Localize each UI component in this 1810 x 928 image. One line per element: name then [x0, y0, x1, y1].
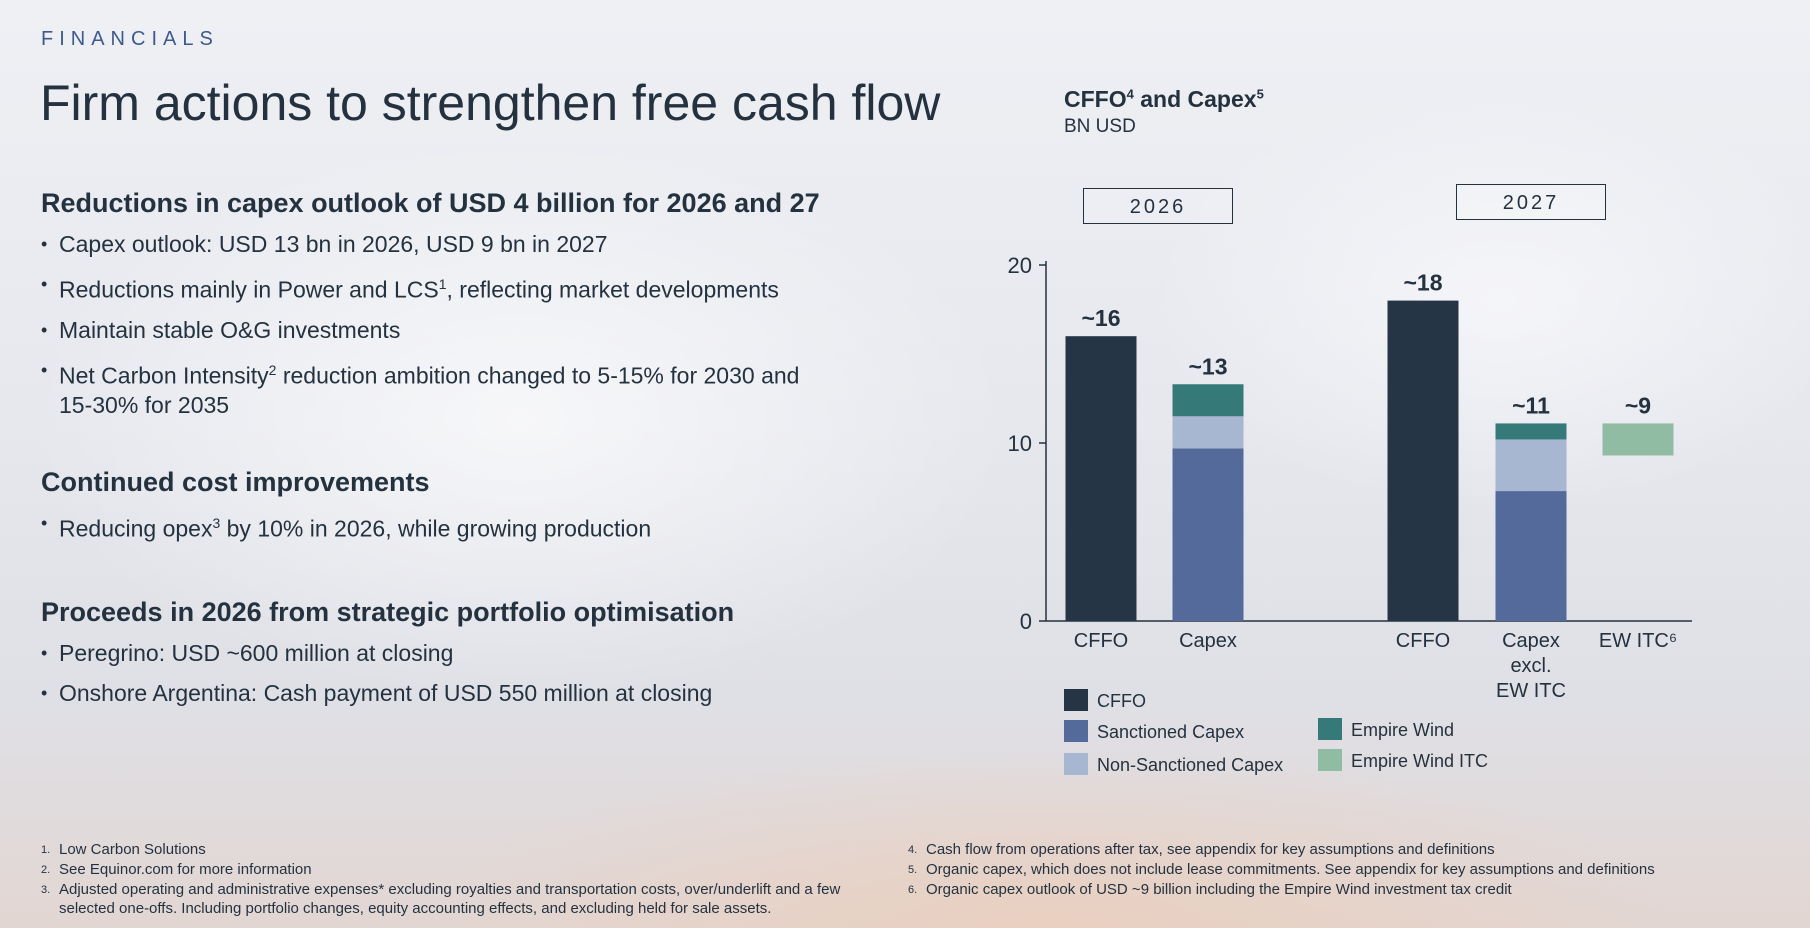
legend-label: Sanctioned Capex [1097, 722, 1245, 742]
bar-segment-sanctioned-capex [1495, 491, 1567, 621]
bullet-item: Onshore Argentina: Cash payment of USD 5… [41, 678, 841, 708]
year-label-2027: 2027 [1456, 184, 1606, 220]
legend-swatch [1318, 718, 1342, 740]
legend-label: Empire Wind [1351, 720, 1455, 740]
data-label: ~11 [1512, 392, 1550, 418]
x-tick-label: EW ITC [1496, 680, 1566, 702]
bar-segment-cffo [1387, 300, 1459, 621]
data-label: ~13 [1188, 353, 1227, 379]
legend-swatch [1064, 720, 1088, 742]
y-tick-label: 10 [1008, 431, 1032, 456]
bar-segment-non-sanctioned-capex [1495, 439, 1567, 492]
bullet-item: Peregrino: USD ~600 million at closing [41, 638, 841, 668]
bar-segment-non-sanctioned-capex [1172, 416, 1244, 449]
y-tick-label: 0 [1020, 609, 1032, 634]
bar-segment-empire-wind [1495, 423, 1567, 440]
capex-outlook-block: Reductions in capex outlook of USD 4 bil… [41, 188, 841, 430]
footnote: 3. Adjusted operating and administrative … [41, 881, 841, 917]
cost-improvements-block: Continued cost improvements Reducing ope… [41, 467, 841, 554]
block-heading: Reductions in capex outlook of USD 4 bil… [41, 188, 820, 218]
bar-segment-cffo [1065, 336, 1137, 621]
footnote: 4. Cash flow from operations after tax, s… [908, 841, 1495, 858]
data-label: ~18 [1403, 270, 1442, 296]
bullet-item: Reducing opex3 by 10% in 2026, while gro… [41, 508, 841, 544]
chart-title: CFFO4 and Capex5 [1064, 86, 1264, 112]
footnote: 6. Organic capex outlook of USD ~9 billio… [908, 881, 1512, 898]
footnotes-left: 1. Low Carbon Solutions 2. See Equinor.com… [41, 840, 851, 919]
data-label: ~16 [1081, 305, 1120, 331]
x-tick-label: Capex [1179, 630, 1237, 652]
legend-swatch [1318, 749, 1342, 771]
bullet-item: Maintain stable O&G investments [41, 315, 841, 345]
page-title: Firm actions to strengthen free cash flo… [40, 75, 941, 131]
legend-swatch [1064, 689, 1088, 711]
legend-label: Non-Sanctioned Capex [1097, 755, 1284, 775]
x-tick-label: Capex [1502, 630, 1560, 652]
chart-axes: 0 10 20 [1008, 253, 1692, 634]
block-heading: Continued cost improvements [41, 467, 430, 497]
data-label: ~9 [1625, 392, 1651, 418]
footnote: 5. Organic capex, which does not include … [908, 861, 1655, 878]
legend-label: CFFO [1097, 691, 1146, 711]
chart-unit: BN USD [1064, 116, 1136, 137]
x-tick-label: EW ITC⁶ [1599, 630, 1677, 652]
chart-bars [1065, 300, 1674, 621]
bar-segment-empire-wind-itc [1602, 423, 1674, 456]
footnotes-right: 4. Cash flow from operations after tax, s… [908, 840, 1808, 900]
x-tick-label: CFFO [1074, 630, 1128, 652]
y-tick-label: 20 [1008, 253, 1032, 278]
bullet-item: Reductions mainly in Power and LCS1, ref… [41, 269, 841, 305]
chart-labels: ~16 CFFO ~13 Capex ~18 CFFO ~11 Capex excl. EW IT… [1074, 270, 1677, 702]
footnote: 1. Low Carbon Solutions [41, 841, 206, 858]
section-tag: FINANCIALS [41, 28, 219, 50]
bullet-item: Net Carbon Intensity2 reduction ambition… [41, 355, 829, 421]
bar-segment-sanctioned-capex [1172, 448, 1244, 621]
portfolio-optimisation-block: Proceeds in 2026 from strategic portfoli… [41, 597, 841, 718]
footnote: 2. See Equinor.com for more information [41, 861, 312, 878]
x-tick-label: CFFO [1396, 630, 1450, 652]
x-tick-label: excl. [1510, 655, 1551, 677]
bar-segment-empire-wind [1172, 384, 1244, 417]
block-heading: Proceeds in 2026 from strategic portfoli… [41, 597, 735, 627]
legend-swatch [1064, 753, 1088, 775]
bullet-item: Capex outlook: USD 13 bn in 2026, USD 9 … [41, 229, 841, 259]
year-label-2026: 2026 [1083, 188, 1233, 224]
legend-label: Empire Wind ITC [1351, 751, 1489, 771]
